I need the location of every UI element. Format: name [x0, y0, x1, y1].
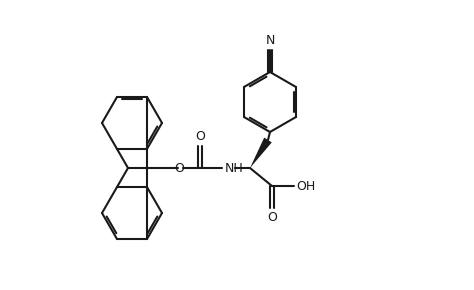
Text: O: O	[174, 162, 184, 175]
Text: N: N	[265, 34, 275, 47]
Text: OH: OH	[296, 180, 315, 193]
Polygon shape	[250, 137, 272, 168]
Text: NH: NH	[225, 162, 244, 175]
Text: O: O	[267, 211, 277, 224]
Text: O: O	[195, 130, 205, 143]
